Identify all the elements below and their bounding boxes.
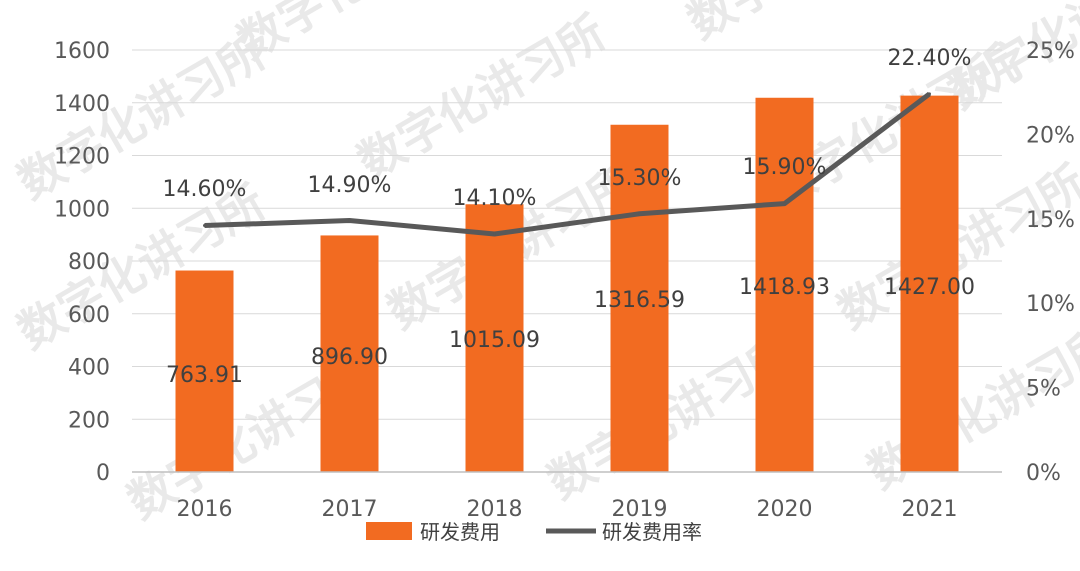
legend-bar-label: 研发费用 [420,520,500,544]
line-point-2017 [348,218,351,222]
y-right-tick-label: 5% [1026,377,1061,402]
y-right-tick-label: 25% [1026,39,1075,64]
bar-2020 [755,97,814,473]
x-tick-label: 2016 [177,497,233,522]
axes: 0 200 400 600 800 1000 1200 1400 1600 0% 5% 10% 15% 2… [54,39,1075,522]
y-left-tick-label: 1600 [54,39,110,64]
x-tick-label: 2018 [467,497,523,522]
y-right-tick-label: 15% [1026,208,1075,233]
bar-2019 [610,124,669,472]
line-value-label: 22.40% [888,46,972,71]
legend: 研发费用 研发费用率 [366,520,702,544]
bar-2021 [900,95,959,472]
y-right-tick-label: 20% [1026,123,1075,148]
x-tick-label: 2017 [322,497,378,522]
y-left-tick-label: 1400 [54,92,110,117]
bar-series [175,95,959,473]
line-point-2019 [638,212,641,216]
line-point-2020 [783,202,786,206]
line-value-label: 15.90% [743,155,827,180]
line-value-label: 15.30% [598,166,682,191]
y-left-tick-label: 0 [96,461,110,486]
bar-value-label: 1418.93 [739,275,830,300]
y-right-tick-label: 0% [1026,461,1061,486]
bar-value-label: 1015.09 [449,328,540,353]
legend-line-label: 研发费用率 [602,520,702,544]
line-value-label: 14.60% [163,177,247,202]
bar-value-label: 1427.00 [884,275,975,300]
y-left-tick-label: 400 [68,356,110,381]
line-point-2021 [928,92,931,96]
bar-2016 [175,270,234,472]
y-left-tick-label: 800 [68,250,110,275]
line-series [203,91,932,237]
line-point-2016 [203,224,206,228]
y-right-tick-label: 10% [1026,292,1075,317]
watermark-text: 数字化讲习所 [679,0,945,50]
y-left-tick-label: 1000 [54,197,110,222]
watermark-text: 数字化讲习所 [229,0,495,70]
y-left-tick-label: 200 [68,408,110,433]
grid-lines [132,49,1002,420]
watermark-text: 数字化讲习所 [9,175,275,360]
bar-value-label: 763.91 [166,363,243,388]
x-tick-label: 2020 [757,497,813,522]
legend-bar-swatch [366,522,412,540]
line-value-label: 14.10% [453,186,537,211]
y-left-tick-label: 1200 [54,145,110,170]
line-value-label: 14.90% [308,173,392,198]
bar-value-label: 1316.59 [594,288,685,313]
x-tick-label: 2021 [902,497,958,522]
watermark-text: 数字化讲习所 [349,5,615,190]
bar-2018 [465,204,524,472]
bar-value-label: 896.90 [311,345,388,370]
data-labels: 763.91 896.90 1015.09 1316.59 1418.93 1427.00… [163,46,975,388]
y-left-tick-label: 600 [68,303,110,328]
bar-2017 [320,235,379,472]
x-tick-label: 2019 [612,497,668,522]
line-point-2018 [493,232,496,236]
line-rate [204,91,932,237]
